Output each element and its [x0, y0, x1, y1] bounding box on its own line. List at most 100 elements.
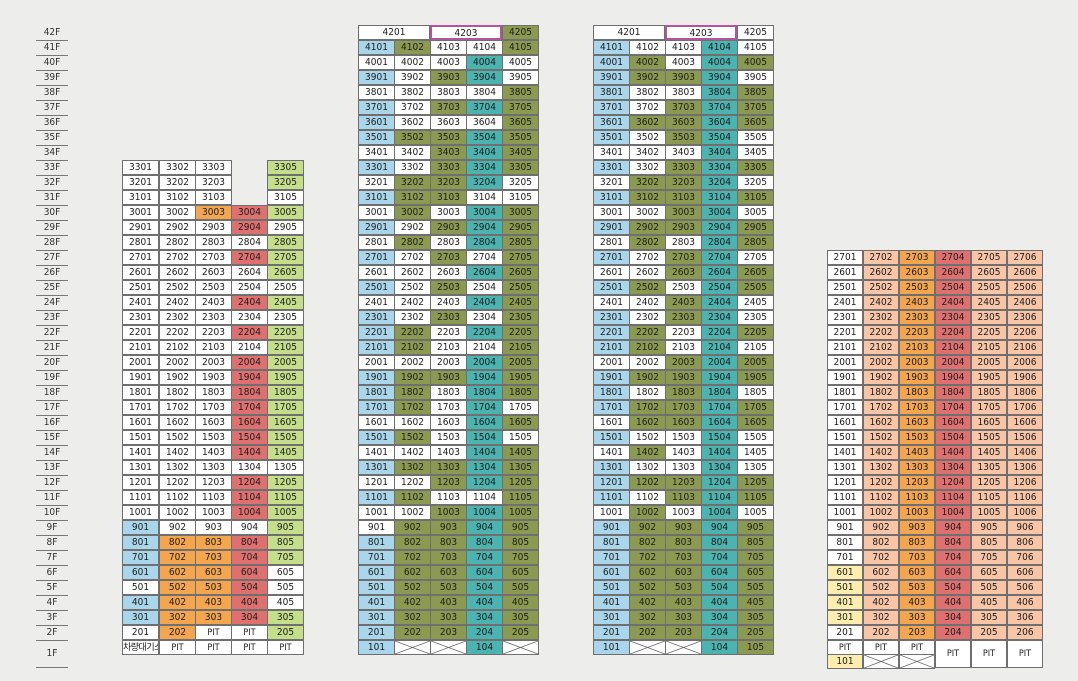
unit-cell: 3202: [394, 175, 431, 190]
unit-cell: 704: [935, 550, 971, 565]
unit-cell: 2502: [159, 280, 196, 295]
unit-cell: 2702: [863, 250, 899, 265]
unit-cell: 1802: [159, 385, 196, 400]
unit-cell: 604: [466, 565, 503, 580]
unit-cell: 3701: [358, 100, 395, 115]
unit-cell: 1405: [502, 445, 539, 460]
unit-cell: 1605: [267, 415, 304, 430]
unit-cell: 3102: [159, 190, 196, 205]
unit-cell: 2203: [665, 325, 702, 340]
unit-cell: 2402: [629, 295, 666, 310]
unit-cell: 306: [1007, 610, 1043, 625]
unit-cell: 2104: [231, 340, 268, 355]
unit-cell: 301: [593, 610, 630, 625]
unit-cell: 303: [430, 610, 467, 625]
floor-label-20f: 20F: [36, 355, 68, 371]
unit-cell: 2002: [159, 355, 196, 370]
unit-cell: 1903: [665, 370, 702, 385]
unit-cell: 1102: [629, 490, 666, 505]
unit-cell: 3201: [593, 175, 630, 190]
floor-label-30f: 30F: [36, 205, 68, 221]
unit-cell: 1503: [665, 430, 702, 445]
unit-cell: 902: [159, 520, 196, 535]
unit-cell: 401: [122, 595, 159, 610]
unit-cell: 2804: [466, 235, 503, 250]
unit-cell: 1806: [1007, 385, 1043, 400]
unit-cell: 2301: [122, 310, 159, 325]
unit-cell: 3003: [665, 205, 702, 220]
unit-cell: 3802: [629, 85, 666, 100]
unit-cell: 401: [827, 595, 863, 610]
unit-cell: 3501: [358, 130, 395, 145]
unit-cell: 201: [593, 625, 630, 640]
unit-cell: 704: [701, 550, 738, 565]
unit-cell: 1203: [665, 475, 702, 490]
unit-cell: 1202: [629, 475, 666, 490]
unit-cell: 3203: [195, 175, 232, 190]
unit-cell: 2201: [827, 325, 863, 340]
unit-cell: 1404: [466, 445, 503, 460]
unit-cell: 1403: [430, 445, 467, 460]
unit-cell: 2503: [665, 280, 702, 295]
unit-cell: 3801: [593, 85, 630, 100]
unit-cell: 3101: [122, 190, 159, 205]
unit-cell: 2504: [231, 280, 268, 295]
unit-cell: 2404: [701, 295, 738, 310]
unit-cell: 2104: [935, 340, 971, 355]
unit-cell: 802: [629, 535, 666, 550]
empty-pit-cell: [394, 640, 431, 655]
unit-cell: 1704: [701, 400, 738, 415]
unit-cell: 2702: [629, 250, 666, 265]
unit-cell: 3004: [231, 205, 268, 220]
unit-cell: 2604: [466, 265, 503, 280]
unit-cell: 2703: [899, 250, 935, 265]
unit-cell: 2305: [971, 310, 1007, 325]
unit-cell: 1903: [195, 370, 232, 385]
unit-cell: 2103: [195, 340, 232, 355]
unit-cell: 404: [466, 595, 503, 610]
unit-cell: 1705: [267, 400, 304, 415]
unit-cell: 205: [971, 625, 1007, 640]
unit-cell: 3705: [502, 100, 539, 115]
unit-cell: 1305: [267, 460, 304, 475]
unit-cell: 2305: [502, 310, 539, 325]
unit-cell: 505: [502, 580, 539, 595]
unit-cell: 3002: [394, 205, 431, 220]
unit-cell: 1902: [159, 370, 196, 385]
unit-cell: 2202: [394, 325, 431, 340]
unit-cell: 302: [863, 610, 899, 625]
floor-label-22f: 22F: [36, 325, 68, 341]
unit-cell: 3801: [358, 85, 395, 100]
unit-cell: 3105: [502, 190, 539, 205]
unit-cell: 3103: [665, 190, 702, 205]
unit-cell: 2504: [466, 280, 503, 295]
unit-cell: 503: [665, 580, 702, 595]
unit-cell: 1606: [1007, 415, 1043, 430]
pit-label: PIT: [267, 640, 304, 655]
unit-cell: 2702: [394, 250, 431, 265]
unit-cell: 2002: [394, 355, 431, 370]
unit-cell: 3602: [394, 115, 431, 130]
unit-cell: 704: [466, 550, 503, 565]
unit-cell: 801: [122, 535, 159, 550]
unit-cell: 1505: [267, 430, 304, 445]
unit-cell: 1705: [737, 400, 774, 415]
unit-cell: 1402: [159, 445, 196, 460]
unit-cell: 1804: [466, 385, 503, 400]
empty-pit-cell: [863, 654, 899, 669]
unit-cell: 4101: [358, 40, 395, 55]
unit-cell: 304: [701, 610, 738, 625]
floor-label-4f: 4F: [36, 595, 68, 611]
unit-cell: 1003: [665, 505, 702, 520]
unit-cell: 3205: [737, 175, 774, 190]
unit-cell: 605: [267, 565, 304, 580]
unit-cell: 3603: [665, 115, 702, 130]
unit-cell: 3903: [665, 70, 702, 85]
unit-cell: 2503: [430, 280, 467, 295]
unit-cell: 2505: [737, 280, 774, 295]
unit-cell: 3404: [466, 145, 503, 160]
unit-cell: 3504: [466, 130, 503, 145]
unit-cell: 905: [737, 520, 774, 535]
floor-label-18f: 18F: [36, 385, 68, 401]
floor-label-28f: 28F: [36, 235, 68, 251]
